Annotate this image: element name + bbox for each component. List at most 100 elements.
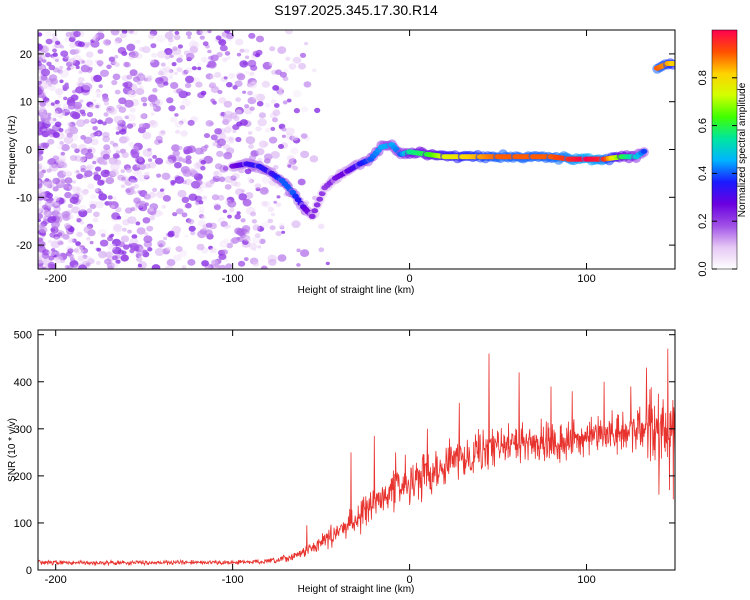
- noise-point: [133, 169, 143, 177]
- noise-point: [69, 42, 77, 49]
- ridge-point: [311, 208, 319, 214]
- noise-point: [314, 107, 321, 113]
- noise-point: [132, 30, 138, 36]
- noise-point: [200, 90, 207, 96]
- noise-point: [112, 153, 120, 159]
- noise-point: [187, 259, 196, 266]
- noise-point: [227, 200, 237, 208]
- snr-x-tick-label: -200: [45, 574, 67, 586]
- noise-point: [177, 44, 183, 49]
- noise-point: [269, 225, 276, 231]
- noise-point: [197, 230, 207, 239]
- noise-point: [200, 56, 208, 63]
- noise-point: [222, 166, 229, 171]
- noise-point: [223, 126, 232, 134]
- noise-point: [125, 188, 131, 193]
- noise-point: [38, 191, 46, 198]
- noise-point: [38, 213, 43, 220]
- noise-point: [136, 256, 143, 262]
- noise-point: [84, 165, 91, 171]
- snr-y-tick-label: 200: [14, 471, 32, 483]
- colorbar-tick-label: 0.0: [697, 261, 709, 276]
- noise-point: [57, 69, 63, 74]
- noise-point: [195, 179, 203, 186]
- noise-point: [75, 170, 80, 174]
- noise-point: [98, 251, 107, 259]
- noise-point: [103, 161, 108, 166]
- noise-point: [86, 208, 93, 214]
- noise-point: [222, 209, 228, 214]
- noise-point: [145, 77, 152, 82]
- noise-point: [232, 129, 237, 133]
- noise-point: [222, 57, 228, 62]
- snr-x-tick-label: 100: [577, 574, 595, 586]
- noise-point: [164, 265, 174, 269]
- noise-point: [140, 96, 148, 103]
- noise-point: [248, 179, 253, 184]
- noise-point: [278, 144, 284, 149]
- noise-point: [318, 247, 325, 253]
- noise-point: [187, 119, 195, 126]
- noise-point: [207, 61, 217, 69]
- noise-point: [176, 208, 184, 215]
- noise-point: [203, 133, 211, 139]
- colorbar-tick-label: 0.6: [697, 118, 709, 133]
- noise-point: [73, 101, 83, 109]
- noise-point: [128, 175, 137, 183]
- noise-point: [68, 253, 74, 259]
- noise-point: [106, 64, 112, 70]
- noise-point: [62, 213, 71, 221]
- noise-point: [298, 62, 306, 70]
- noise-point: [158, 211, 164, 216]
- noise-point: [232, 85, 238, 90]
- noise-point: [178, 145, 183, 150]
- noise-point: [211, 194, 220, 201]
- noise-point: [132, 76, 141, 83]
- noise-point: [131, 234, 138, 240]
- noise-point: [85, 51, 94, 58]
- noise-point: [129, 179, 136, 185]
- noise-point: [113, 224, 123, 233]
- noise-point: [284, 30, 293, 35]
- noise-point: [54, 58, 60, 63]
- noise-point: [161, 204, 166, 209]
- noise-point: [268, 258, 277, 266]
- noise-point: [110, 163, 120, 171]
- noise-point: [38, 259, 44, 268]
- noise-point: [68, 214, 74, 220]
- spectrogram-heatmap: [38, 30, 675, 269]
- noise-point: [200, 165, 206, 171]
- noise-point: [158, 70, 164, 76]
- noise-point: [119, 32, 127, 39]
- noise-point: [79, 245, 86, 251]
- noise-point: [207, 30, 212, 34]
- noise-point: [129, 69, 138, 77]
- noise-point: [244, 70, 250, 75]
- noise-point: [94, 166, 102, 172]
- noise-point: [57, 240, 64, 246]
- noise-point: [110, 169, 119, 177]
- noise-point: [290, 147, 299, 155]
- noise-point: [291, 135, 299, 141]
- noise-point: [38, 121, 46, 130]
- noise-point: [274, 103, 280, 108]
- noise-point: [57, 103, 62, 107]
- noise-point: [77, 41, 85, 48]
- noise-point: [127, 30, 134, 34]
- noise-point: [214, 163, 223, 170]
- noise-point: [90, 117, 96, 123]
- noise-point: [73, 248, 80, 253]
- noise-point: [209, 247, 217, 254]
- noise-point: [178, 120, 184, 125]
- noise-point: [138, 123, 146, 129]
- noise-point: [144, 232, 148, 236]
- noise-point: [235, 136, 242, 143]
- noise-point: [232, 124, 240, 131]
- noise-point: [92, 217, 99, 223]
- noise-point: [107, 236, 113, 242]
- noise-point: [296, 248, 301, 253]
- noise-point: [64, 36, 71, 42]
- noise-point: [93, 187, 99, 193]
- noise-point: [205, 120, 214, 127]
- noise-point: [225, 263, 233, 269]
